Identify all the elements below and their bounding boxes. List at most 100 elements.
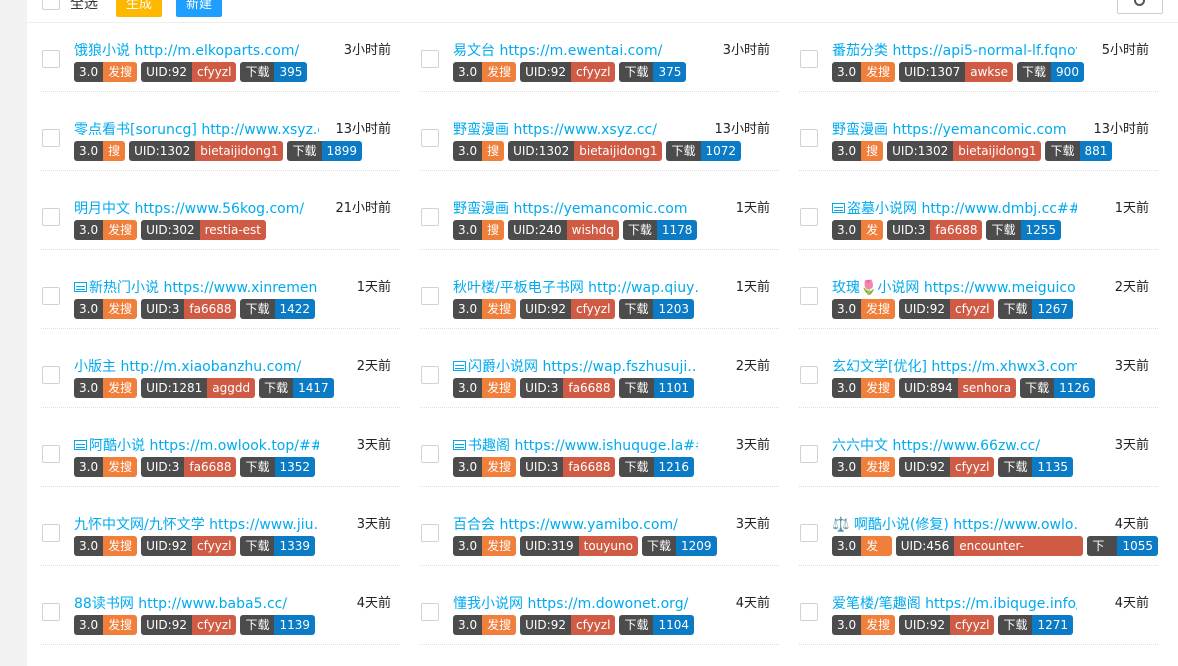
source-link[interactable]: 野蛮漫画 https://yemancomic.com (832, 119, 1077, 139)
source-type: 发搜 (861, 457, 896, 477)
uid: UID:92 (520, 299, 571, 319)
item-checkbox[interactable] (421, 603, 439, 621)
list-item: 闪爵小说网 https://wap.fszhusuji.… 2天前 3.0 发搜 … (420, 350, 779, 429)
source-link[interactable]: 88读书网 http://www.baba5.cc/ (74, 593, 319, 613)
item-checkbox[interactable] (800, 129, 818, 147)
new-button[interactable]: 新建 (176, 0, 223, 17)
source-type: 发搜 (103, 457, 138, 477)
source-link[interactable]: 闪爵小说网 https://wap.fszhusuji.… (453, 356, 698, 376)
list-item: ⚖️ 啊酷小说(修复) https://www.owlo… 4天前 3.0发搜 … (799, 508, 1158, 587)
source-link[interactable]: 秋叶楼/平板电子书网 http://wap.qiuy… (453, 277, 698, 297)
version: 3.0 (453, 62, 483, 82)
item-checkbox[interactable] (42, 603, 60, 621)
item-checkbox[interactable] (42, 445, 60, 463)
item-checkbox[interactable] (800, 366, 818, 384)
item-checkbox[interactable] (42, 208, 60, 226)
user-badge: UID:1281 aggdd (141, 378, 256, 398)
source-link[interactable]: 书趣阁 https://www.ishuquge.la##… (453, 435, 698, 455)
uid: UID:1302 (508, 141, 575, 161)
uid: UID:92 (141, 536, 192, 556)
timestamp: 13小时前 (1093, 122, 1149, 137)
download-badge: 下载 1417 (259, 378, 334, 398)
source-link[interactable]: 野蛮漫画 https://yemancomic.com (453, 198, 698, 218)
source-link[interactable]: 阿酷小说 https://m.owlook.top/##… (74, 435, 319, 455)
source-link[interactable]: 玫瑰🌷小说网 https://www.meiguico… (832, 277, 1077, 297)
source-link[interactable]: 爱笔楼/笔趣阁 https://m.ibiquge.info/ (832, 593, 1077, 613)
timestamp: 2天前 (735, 359, 770, 374)
source-link[interactable]: 小版主 http://m.xiaobanzhu.com/ (74, 356, 319, 376)
item-checkbox[interactable] (42, 50, 60, 68)
item-checkbox[interactable] (800, 208, 818, 226)
item-checkbox[interactable] (421, 287, 439, 305)
uid: UID:92 (899, 299, 950, 319)
item-checkbox[interactable] (800, 603, 818, 621)
source-type: 发搜 (103, 615, 138, 635)
item-checkbox[interactable] (800, 524, 818, 542)
version: 3.0 (74, 141, 104, 161)
source-name: 懂我小说网 https://m.dowonet.org/ (453, 596, 689, 612)
download-badge: 下载1055 (1087, 536, 1158, 556)
search-button[interactable] (1117, 0, 1163, 14)
item-checkbox[interactable] (800, 287, 818, 305)
list-item: 易文台 https://m.ewentai.com/ 3小时前 3.0 发搜 UI… (420, 34, 779, 113)
username: fa6688 (184, 457, 237, 477)
source-link[interactable]: 饿狼小说 http://m.elkoparts.com/ (74, 40, 319, 60)
source-name: 盗墓小说网 http://www.dmbj.cc##… (847, 201, 1077, 217)
item-checkbox[interactable] (42, 129, 60, 147)
source-link[interactable]: 零点看书[soruncg] http://www.xsyz.c… (74, 119, 319, 139)
source-type: 发搜 (482, 299, 517, 319)
source-name: 小版主 http://m.xiaobanzhu.com/ (74, 359, 302, 375)
user-badge: UID:1302 bietaijidong1 (887, 141, 1042, 161)
source-name: 书趣阁 https://www.ishuquge.la##… (468, 438, 698, 454)
source-link[interactable]: 新热门小说 https://www.xinremen… (74, 277, 319, 297)
timestamp: 13小时前 (714, 122, 770, 137)
source-link[interactable]: 九怀中文网/九怀文学 https://www.jiu… (74, 514, 319, 534)
source-name: 野蛮漫画 https://yemancomic.com (453, 201, 688, 217)
source-link[interactable]: 易文台 https://m.ewentai.com/ (453, 40, 698, 60)
download-label: 下载 (1087, 536, 1118, 556)
version-badge: 3.0 搜 (74, 141, 126, 161)
source-link[interactable]: 玄幻文学[优化] https://m.xhwx3.com/ (832, 356, 1077, 376)
download-count: 1178 (656, 220, 698, 240)
source-link[interactable]: ⚖️ 啊酷小说(修复) https://www.owlo… (832, 514, 1077, 534)
download-badge: 下载 1422 (240, 299, 316, 319)
download-label: 下载 (666, 141, 701, 161)
generate-button[interactable]: 生成 (116, 0, 163, 17)
uid: UID:3 (141, 299, 185, 319)
item-checkbox[interactable] (421, 524, 439, 542)
user-badge: UID:1302 bietaijidong1 (129, 141, 284, 161)
item-checkbox[interactable] (42, 366, 60, 384)
item-checkbox[interactable] (421, 366, 439, 384)
item-checkbox[interactable] (800, 445, 818, 463)
source-link[interactable]: 百合会 https://www.yamibo.com/ (453, 514, 698, 534)
item-checkbox[interactable] (42, 287, 60, 305)
uid: UID:1302 (887, 141, 954, 161)
version: 3.0 (832, 615, 862, 635)
select-all-checkbox[interactable] (42, 0, 60, 10)
download-count: 1422 (274, 299, 316, 319)
item-checkbox[interactable] (42, 524, 60, 542)
item-checkbox[interactable] (421, 208, 439, 226)
username: fa6688 (930, 220, 983, 240)
item-checkbox[interactable] (800, 50, 818, 68)
source-link[interactable]: 明月中文 https://www.56kog.com/ (74, 198, 319, 218)
timestamp: 1天前 (356, 280, 391, 295)
source-type: 发搜 (861, 536, 892, 556)
source-link[interactable]: 盗墓小说网 http://www.dmbj.cc##… (832, 198, 1077, 218)
source-link[interactable]: 番茄分类 https://api5-normal-lf.fqnov… (832, 40, 1077, 60)
source-link[interactable]: 野蛮漫画 https://www.xsyz.cc/ (453, 119, 698, 139)
timestamp: 1天前 (735, 280, 770, 295)
download-label: 下载 (259, 378, 294, 398)
download-count: 1126 (1054, 378, 1095, 398)
item-checkbox[interactable] (421, 50, 439, 68)
list-item: 明月中文 https://www.56kog.com/ 21小时前 3.0 发搜 … (41, 192, 400, 271)
item-checkbox[interactable] (421, 129, 439, 147)
item-checkbox[interactable] (421, 445, 439, 463)
source-link[interactable]: 懂我小说网 https://m.dowonet.org/ (453, 593, 698, 613)
download-count: 1203 (653, 299, 694, 319)
download-badge: 下载 1203 (619, 299, 694, 319)
timestamp: 1天前 (735, 201, 770, 216)
badges: 3.0 搜 UID:1302 bietaijidong1 下载 881 (832, 141, 1113, 161)
source-link[interactable]: 六六中文 https://www.66zw.cc/ (832, 435, 1077, 455)
